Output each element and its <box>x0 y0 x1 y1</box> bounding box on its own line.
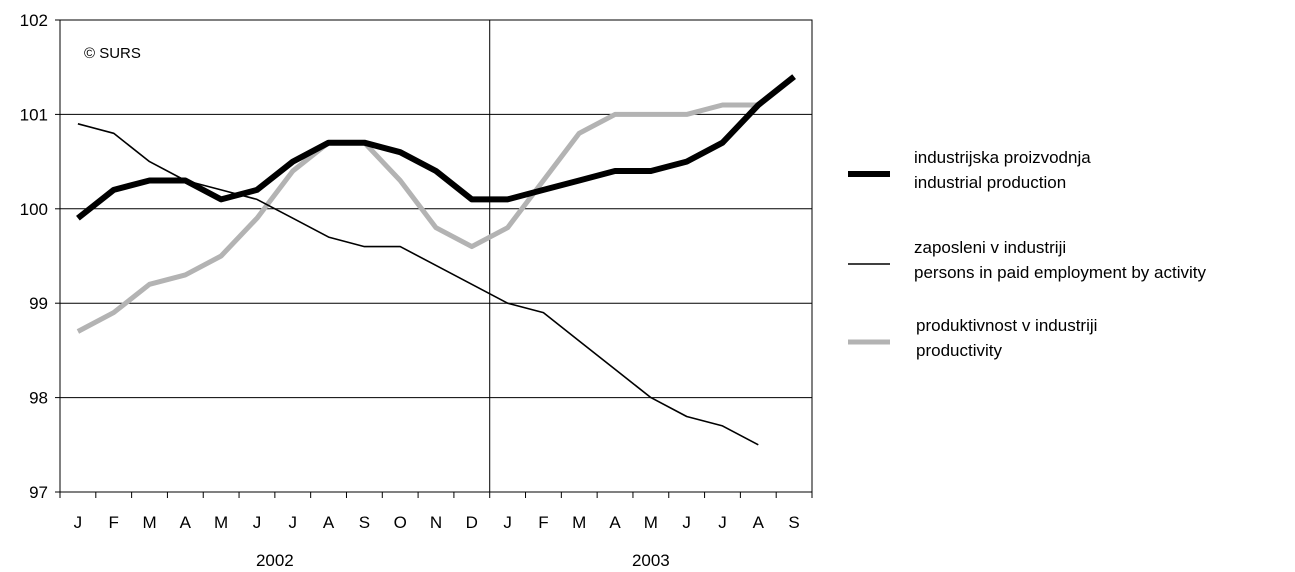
legend-label-en-3: productivity <box>916 341 1002 360</box>
x-tick-label: F <box>538 513 548 532</box>
legend-label-1: industrijska proizvodnja <box>914 148 1091 167</box>
x-tick-label: J <box>74 513 83 532</box>
y-tick-label: 100 <box>20 200 48 219</box>
x-tick-label: F <box>109 513 119 532</box>
series-line-1 <box>76 74 796 221</box>
x-tick-label: S <box>359 513 370 532</box>
series-lines <box>76 74 796 446</box>
x-tick-label: O <box>394 513 407 532</box>
gridlines <box>60 20 812 492</box>
x-tick-label: A <box>180 513 192 532</box>
legend-label-en-2: persons in paid employment by activity <box>914 263 1206 282</box>
series-line-3 <box>76 102 759 334</box>
x-tick-label: M <box>644 513 658 532</box>
year-label: 2002 <box>256 551 294 570</box>
y-tick-label: 98 <box>29 389 48 408</box>
legend: industrijska proizvodnja industrial produ… <box>848 148 1206 360</box>
x-tick-label: D <box>466 513 478 532</box>
copyright-annotation: © SURS <box>84 45 141 62</box>
x-tick-label: J <box>503 513 512 532</box>
x-tick-label: M <box>142 513 156 532</box>
y-tick-label: 97 <box>29 483 48 502</box>
y-tick-label: 102 <box>20 11 48 30</box>
x-tick-label: J <box>718 513 727 532</box>
x-tick-label: J <box>253 513 262 532</box>
year-label: 2003 <box>632 551 670 570</box>
axis-labels: 97 98 99 100 101 102 J F M A M J J A S O N D J F M A M J J A S 2002… <box>20 11 800 570</box>
x-tick-label: N <box>430 513 442 532</box>
x-tick-label: A <box>609 513 621 532</box>
x-tick-label: J <box>289 513 298 532</box>
y-tick-label: 101 <box>20 105 48 124</box>
x-tick-label: S <box>788 513 799 532</box>
x-tick-label: A <box>753 513 765 532</box>
x-tick-label: M <box>214 513 228 532</box>
x-tick-label: M <box>572 513 586 532</box>
plot-frame <box>59 19 813 493</box>
legend-label-3: produktivnost v industriji <box>916 316 1097 335</box>
axes <box>55 19 813 498</box>
x-tick-label: J <box>682 513 691 532</box>
legend-label-2: zaposleni v industriji <box>914 238 1066 257</box>
y-tick-label: 99 <box>29 294 48 313</box>
x-tick-label: A <box>323 513 335 532</box>
legend-label-en-1: industrial production <box>914 173 1066 192</box>
